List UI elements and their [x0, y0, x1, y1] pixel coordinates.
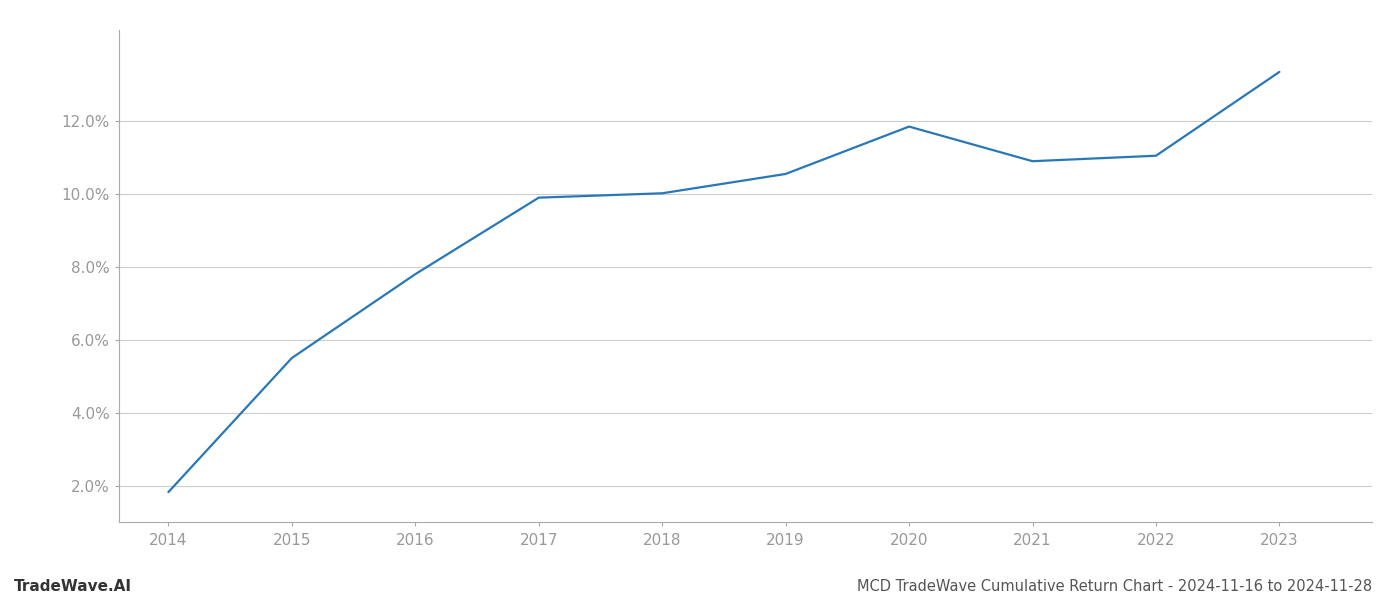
Text: MCD TradeWave Cumulative Return Chart - 2024-11-16 to 2024-11-28: MCD TradeWave Cumulative Return Chart - … [857, 579, 1372, 594]
Text: TradeWave.AI: TradeWave.AI [14, 579, 132, 594]
